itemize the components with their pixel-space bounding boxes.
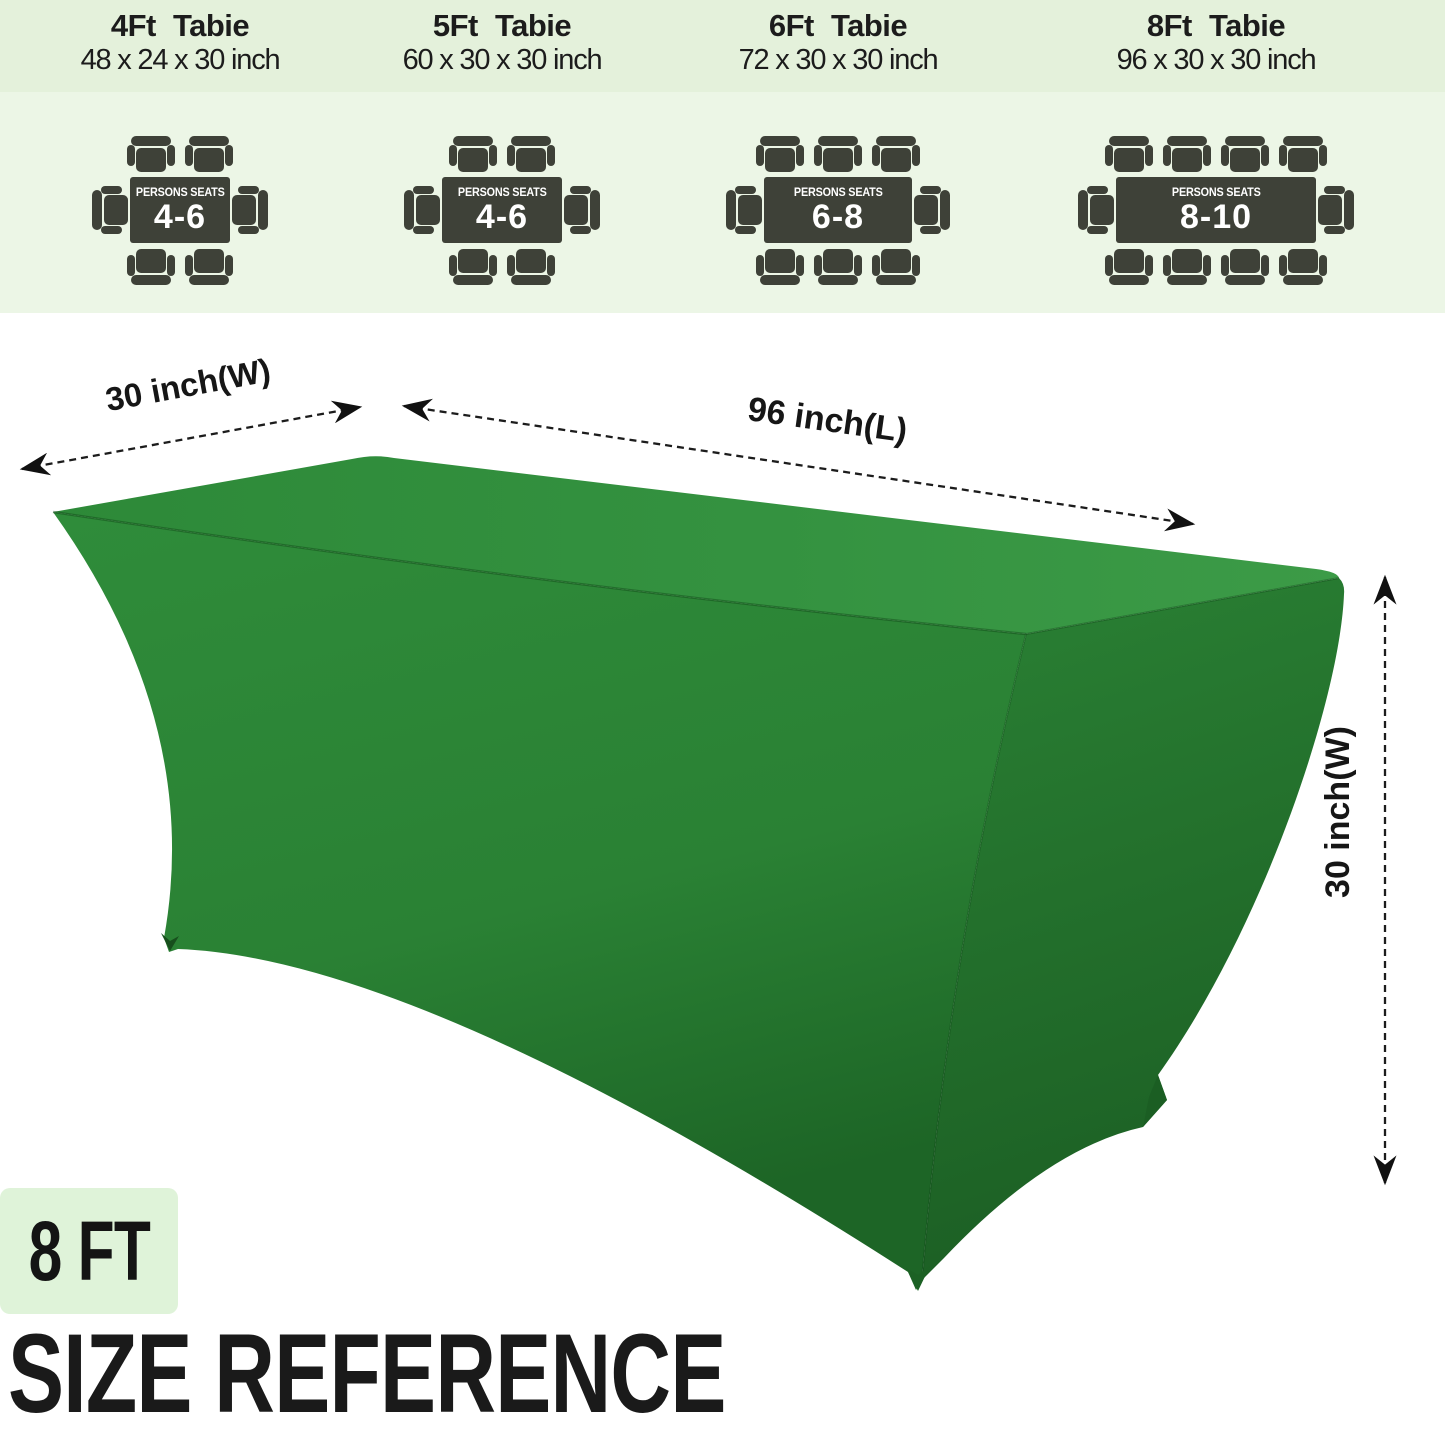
table-size-title: 4Ft Tabie (110, 8, 250, 43)
chair-armrest (547, 145, 555, 166)
chair-armrest (912, 145, 920, 166)
front-fold-line (52, 510, 1027, 636)
chair-armrest (225, 145, 233, 166)
chair-icon (756, 136, 804, 172)
foot-flap-front-right (906, 1266, 930, 1291)
chair-armrest (1105, 145, 1113, 166)
chair-icon (1221, 136, 1269, 172)
foot-flap-front-left (161, 933, 179, 951)
chair-seat (1288, 148, 1318, 172)
persons-seats-value: 4-6 (153, 198, 207, 236)
chair-backrest (511, 136, 551, 146)
chair-backrest (1167, 136, 1207, 146)
persons-seats-value: 6-8 (811, 198, 865, 236)
chair-seat (516, 148, 546, 172)
chair-backrest (1225, 136, 1265, 146)
persons-seats-label: PERSONS SEATS (457, 185, 547, 199)
chair-armrest (1221, 145, 1229, 166)
corner-seam-line (921, 633, 1027, 1281)
size-badge-text: 8 FT (28, 1203, 150, 1298)
table-size-title: 8Ft Tabie (1146, 8, 1286, 43)
chair-icon (449, 136, 497, 172)
length-dimension-label: 96 inch(L) (745, 390, 909, 450)
size-reference-title: SIZE REFERENCE (8, 1311, 726, 1436)
chair-armrest (1145, 145, 1153, 166)
chair-armrest (167, 145, 175, 166)
chair-seat (1172, 148, 1202, 172)
chair-seat (458, 148, 488, 172)
tablecloth-top-face (53, 456, 1339, 634)
chair-armrest (756, 145, 764, 166)
chair-backrest (1283, 136, 1323, 146)
chair-backrest (189, 136, 229, 146)
width-dimension-label: 30 inch(W) (103, 351, 274, 418)
chair-armrest (872, 145, 880, 166)
chair-armrest (507, 145, 515, 166)
persons-seats-label: PERSONS SEATS (793, 185, 883, 199)
chair-icon (127, 136, 175, 172)
chair-icon (185, 136, 233, 172)
persons-seats-label: PERSONS SEATS (135, 185, 225, 199)
tablecloth-front-face (53, 512, 1026, 1290)
chair-armrest (796, 145, 804, 166)
table-size-option: 6Ft Tabie 72 x 30 x 30 inch (668, 8, 1008, 76)
chair-icon (1105, 136, 1153, 172)
table-top-icon: PERSONS SEATS 4-6 (442, 177, 562, 243)
chair-icon (1279, 136, 1327, 172)
chair-seat (765, 148, 795, 172)
length-arrow (401, 398, 1196, 532)
table-top-icon: PERSONS SEATS 6-8 (764, 177, 912, 243)
height-dimension-label: 30 inch(W) (1319, 726, 1357, 898)
chair-armrest (1203, 145, 1211, 166)
chair-backrest (760, 136, 800, 146)
table-size-option: 8Ft Tabie 96 x 30 x 30 inch (1046, 8, 1386, 76)
table-size-dimensions: 60 x 30 x 30 inch (402, 44, 603, 76)
right-fold-line (1025, 577, 1340, 635)
chair-armrest (489, 145, 497, 166)
chair-icon (872, 136, 920, 172)
persons-seats-value: 4-6 (475, 198, 529, 236)
chair-seat (823, 148, 853, 172)
chair-backrest (876, 136, 916, 146)
chair-backrest (818, 136, 858, 146)
size-badge: 8 FT (0, 1188, 178, 1314)
table-size-title: 5Ft Tabie (432, 8, 572, 43)
chair-seat (136, 148, 166, 172)
chair-seat (1230, 148, 1260, 172)
chair-armrest (449, 145, 457, 166)
chair-icon (1163, 136, 1211, 172)
tablecloth-right-face (922, 578, 1345, 1280)
chair-armrest (1261, 145, 1269, 166)
chair-armrest (127, 145, 135, 166)
chair-armrest (854, 145, 862, 166)
chair-seat (881, 148, 911, 172)
chair-icon (814, 136, 862, 172)
table-size-dimensions: 72 x 30 x 30 inch (738, 44, 939, 76)
chair-armrest (185, 145, 193, 166)
persons-seats-label: PERSONS SEATS (1171, 185, 1261, 199)
chair-armrest (1163, 145, 1171, 166)
persons-seats-value: 8-10 (1179, 198, 1253, 236)
table-size-dimensions: 48 x 24 x 30 inch (80, 44, 281, 76)
table-size-option: 4Ft Tabie 48 x 24 x 30 inch (10, 8, 350, 76)
foot-flap-back-right (1143, 1075, 1167, 1127)
chair-seat (1114, 148, 1144, 172)
chair-seat (194, 148, 224, 172)
table-size-title: 6Ft Tabie (768, 8, 908, 43)
size-options-header: 4Ft Tabie 48 x 24 x 30 inch 5Ft Tabie 60 x … (0, 0, 1445, 92)
chair-armrest (1319, 145, 1327, 166)
width-arrow (19, 400, 363, 476)
chair-backrest (131, 136, 171, 146)
chair-backrest (1109, 136, 1149, 146)
chair-armrest (1279, 145, 1287, 166)
table-top-icon: PERSONS SEATS 8-10 (1116, 177, 1316, 243)
chair-backrest (453, 136, 493, 146)
table-size-dimensions: 96 x 30 x 30 inch (1116, 44, 1317, 76)
chair-icon (507, 136, 555, 172)
table-size-option: 5Ft Tabie 60 x 30 x 30 inch (332, 8, 672, 76)
chair-armrest (814, 145, 822, 166)
table-top-icon: PERSONS SEATS 4-6 (130, 177, 230, 243)
